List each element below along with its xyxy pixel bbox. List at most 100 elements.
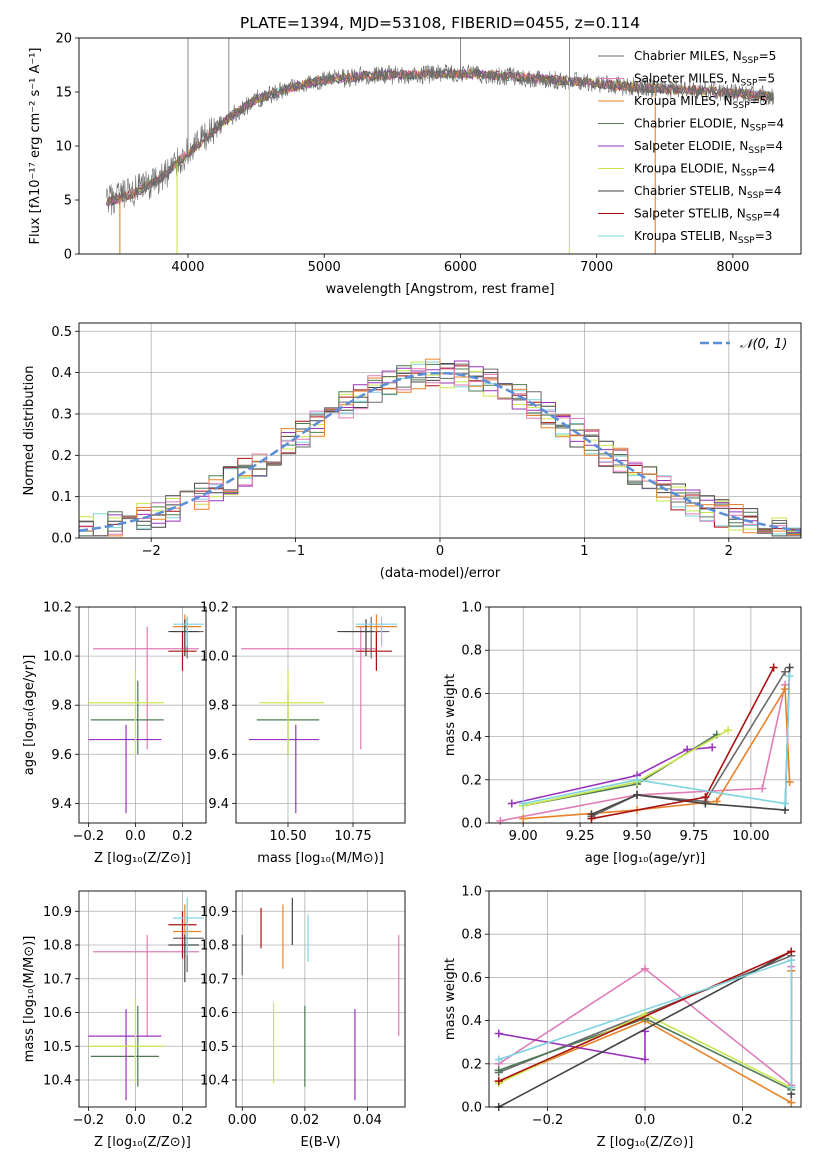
x-tick-label: 0.2 <box>172 829 193 844</box>
y-tick-label: 0.2 <box>461 1057 482 1072</box>
weight-marker <box>519 799 528 808</box>
weight-marker <box>496 816 505 825</box>
y-tick-label: 0.2 <box>51 449 72 464</box>
weight-marker <box>633 775 642 784</box>
legend-label: Kroupa STELIB, NSSP=3 <box>634 229 772 246</box>
weight-marker <box>641 1055 649 1064</box>
plot-frame <box>488 890 802 1108</box>
x-tick-label: 0.2 <box>172 1113 193 1128</box>
x-axis-label: E(B-V) <box>300 1135 340 1150</box>
y-tick-label: 10.9 <box>200 905 229 920</box>
weight-marker <box>785 672 794 681</box>
x-tick-label: 10.75 <box>334 829 371 844</box>
y-tick-label: 9.4 <box>208 797 229 812</box>
x-axis-label: Z [log₁₀(Z/Z⊙)] <box>94 1135 191 1150</box>
y-tick-label: 10.2 <box>43 601 72 616</box>
weight-marker <box>519 814 528 823</box>
weight-marker <box>494 1055 503 1064</box>
spectrum-legend: Chabrier MILES, NSSP=5 Salpeter MILES, NS… <box>598 49 784 246</box>
weight-series <box>498 1031 646 1061</box>
weight-series <box>591 667 775 820</box>
y-tick-label: 9.8 <box>51 699 72 714</box>
y-tick-label: 0.6 <box>461 971 482 986</box>
plot-frame <box>78 890 207 1108</box>
weight-marker <box>781 667 790 676</box>
x-tick-label: 0.04 <box>353 1113 382 1128</box>
x-tick-label: 9.75 <box>679 829 708 844</box>
x-axis-label: mass [log₁₀(M/M⊙)] <box>257 851 384 866</box>
errorbars <box>241 614 398 814</box>
y-tick-label: 10.8 <box>200 939 229 954</box>
x-axis-label: Z [log₁₀(Z/Z⊙)] <box>94 851 191 866</box>
age_vs_Z-panel: −0.2 0.0 0.2 9.4 9.6 9.8 10.0 10.2 Z [log₁₀(Z/Z⊙… <box>22 601 207 866</box>
y-tick-label: 0.4 <box>51 366 72 381</box>
legend-label: Salpeter ELODIE, NSSP=4 <box>634 139 783 156</box>
y-axis-label: Normed distribution <box>22 366 37 496</box>
weight-marker <box>683 745 692 754</box>
normal-curve <box>79 371 801 533</box>
y-tick-label: 0.6 <box>461 687 482 702</box>
x-tick-label: 0.0 <box>125 1113 146 1128</box>
y-tick-label: 10.5 <box>200 1040 229 1055</box>
spectrum-observed-line <box>105 63 775 216</box>
x-tick-label: 7000 <box>580 260 613 275</box>
weight-marker <box>701 793 710 802</box>
y-tick-label: 10.8 <box>43 939 72 954</box>
plot-frame <box>78 322 802 539</box>
x-axis-label: wavelength [Angstrom, rest frame] <box>326 282 555 297</box>
y-tick-label: 10.7 <box>200 972 229 987</box>
y-tick-label: 9.6 <box>208 748 229 763</box>
y-tick-label: 10.4 <box>43 1074 72 1089</box>
weight-series <box>500 684 786 822</box>
x-tick-label: 5000 <box>308 260 341 275</box>
mass_weight_vs_Z-panel: −0.2 0.0 0.2 0.0 0.2 0.4 0.6 0.8 1.0 Z [log₁₀(Z/Z… <box>443 885 802 1150</box>
y-tick-label: 15 <box>55 86 72 101</box>
errorbars <box>88 614 204 814</box>
y-tick-label: 0.0 <box>51 532 72 547</box>
x-tick-label: 10.00 <box>732 829 769 844</box>
weight-series <box>523 676 791 805</box>
weight-marker <box>641 964 649 973</box>
legend-label: Kroupa MILES, NSSP=5 <box>634 94 767 111</box>
x-tick-label: 1 <box>580 544 588 559</box>
weight-marker <box>781 685 790 694</box>
plot-frame <box>78 606 207 824</box>
x-tick-label: 8000 <box>716 260 749 275</box>
x-tick-label: −0.2 <box>532 1113 564 1128</box>
mass_weight_vs_age-panel: 9.00 9.25 9.50 9.75 10.00 0.0 0.2 0.4 0.6 0.8 1.0 a… <box>443 601 802 866</box>
x-tick-label: 0.02 <box>290 1113 319 1128</box>
x-tick-label: 9.50 <box>623 829 652 844</box>
hist-lines <box>79 358 801 537</box>
mass_vs_ebv-panel: 0.00 0.02 0.04 10.4 10.5 10.6 10.7 10.8 10.9 E(B-… <box>200 890 406 1150</box>
weight-marker <box>787 956 796 965</box>
y-tick-label: 0 <box>64 248 72 263</box>
legend-label: Chabrier MILES, NSSP=5 <box>634 49 776 66</box>
legend-label: 𝒩(0, 1) <box>740 337 787 352</box>
y-axis-label: mass weight <box>443 674 458 756</box>
y-axis-label: mass weight <box>443 958 458 1040</box>
x-tick-label: 9.00 <box>509 829 538 844</box>
mass_vs_Z-panel: −0.2 0.0 0.2 10.4 10.5 10.6 10.7 10.8 10.9 Z [log… <box>22 890 207 1150</box>
x-tick-label: −2 <box>142 544 161 559</box>
residuals-legend: 𝒩(0, 1) <box>700 337 787 352</box>
residuals-panel: −2 −1 0 1 2 0.0 0.1 0.2 0.3 0.4 0.5 (data-model)/er… <box>22 322 802 581</box>
y-tick-label: 9.4 <box>51 797 72 812</box>
x-tick-label: 9.25 <box>566 829 595 844</box>
weight-marker <box>769 663 778 672</box>
weight-series <box>511 746 713 805</box>
weight-marker <box>724 726 733 735</box>
weight-marker <box>787 1098 796 1107</box>
weight-series <box>498 950 792 1082</box>
y-tick-label: 0.4 <box>461 1014 482 1029</box>
y-tick-label: 20 <box>55 32 72 47</box>
spectrum-panel: 4000 5000 6000 7000 8000 0 5 10 15 20 wavelength [… <box>28 32 802 297</box>
plot-frame <box>235 606 406 824</box>
x-axis-label: age [log₁₀(age/yr)] <box>585 851 706 866</box>
weight-series <box>591 671 786 818</box>
y-tick-label: 10.0 <box>200 650 229 665</box>
x-tick-label: 0.0 <box>125 829 146 844</box>
legend-label: Chabrier ELODIE, NSSP=4 <box>634 117 784 134</box>
x-tick-label: 4000 <box>171 260 204 275</box>
x-tick-label: 0 <box>436 544 444 559</box>
plot-frame <box>235 890 406 1108</box>
